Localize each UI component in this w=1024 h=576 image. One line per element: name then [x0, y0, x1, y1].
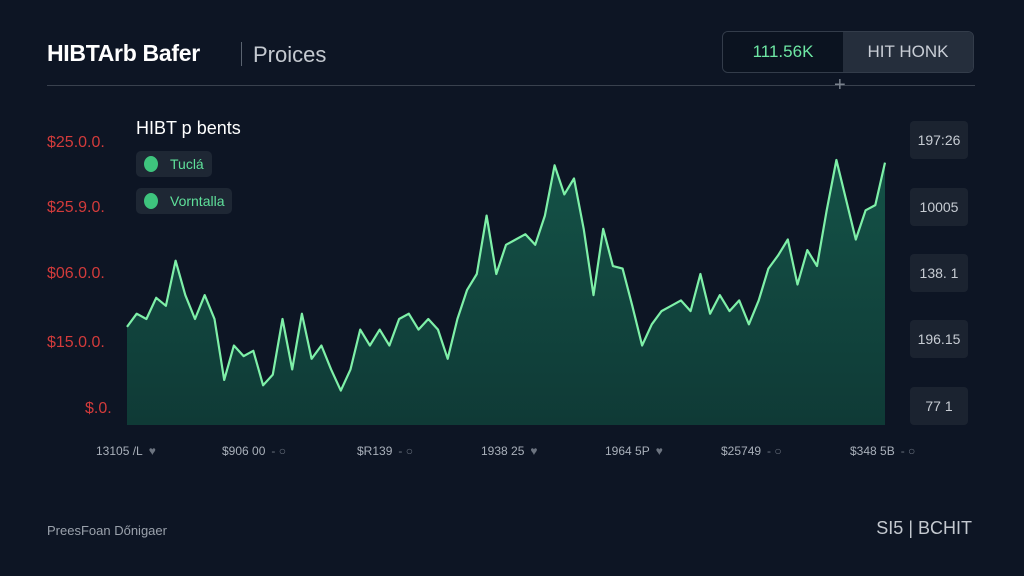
x-tick: 13105 /L ♥: [96, 444, 156, 458]
x-tick-label: 1938 25: [481, 444, 525, 458]
app-title: HIBTArb Bafer: [47, 40, 200, 66]
x-tick-label: $R139: [357, 444, 393, 458]
x-tick: $348 5B - ○: [850, 444, 915, 458]
value-box: 197:26: [910, 121, 968, 159]
circle-icon: - ○: [271, 444, 286, 458]
y-tick-label: $25.9.0.: [47, 199, 105, 216]
legend-item[interactable]: Tuclá: [136, 151, 212, 177]
y-tick-label: $15.0.0.: [47, 334, 105, 351]
x-tick: $R139 - ○: [357, 444, 413, 458]
circle-icon: - ○: [900, 444, 916, 458]
value-box: 196.15: [910, 320, 968, 358]
x-tick: 1938 25 ♥: [481, 444, 538, 458]
y-tick-label: $06.0.0.: [47, 265, 105, 282]
y-tick-label: $25.0.0.: [47, 134, 105, 151]
crosshair-icon: +: [834, 74, 846, 96]
footer-caption: PreesFoan Dőnigaer: [47, 523, 167, 538]
x-tick: $25749 - ○: [721, 444, 782, 458]
heart-icon: ♥: [148, 444, 156, 458]
header-divider: [47, 85, 975, 86]
x-tick-label: $906 00: [222, 444, 266, 458]
heart-icon: ♥: [655, 444, 663, 458]
price-line: [126, 158, 887, 392]
title-divider: [241, 42, 242, 66]
value-box: 77 1: [910, 387, 968, 425]
value-button[interactable]: 111.56K: [723, 32, 843, 72]
x-tick: $906 00 - ○: [222, 444, 286, 458]
chart-title: HIBT p bents: [136, 118, 241, 138]
price-area: [127, 160, 885, 425]
legend-item[interactable]: Vorntalla: [136, 188, 233, 214]
circle-icon: - ○: [398, 444, 413, 458]
legend-label: Tuclá: [170, 156, 204, 172]
x-tick-label: 13105 /L: [96, 444, 143, 458]
legend-label: Vorntalla: [170, 193, 225, 209]
footer-brand: SI5 | BCHIT: [876, 518, 972, 538]
page-subtitle: Proices: [253, 42, 327, 67]
coins-icon: [144, 193, 158, 209]
x-tick-label: 1964 5P: [605, 444, 650, 458]
x-tick-label: $348 5B: [850, 444, 895, 458]
x-tick: 1964 5P ♥: [605, 444, 663, 458]
value-box: 138. 1: [910, 254, 968, 292]
leaf-icon: [144, 156, 158, 172]
circle-icon: - ○: [767, 444, 782, 458]
header-toggle: 111.56K HIT HONK: [722, 31, 974, 73]
x-tick-label: $25749: [721, 444, 762, 458]
value-box: 10005: [910, 188, 968, 226]
heart-icon: ♥: [530, 444, 538, 458]
action-button[interactable]: HIT HONK: [843, 32, 973, 72]
y-tick-label: $.0.: [85, 400, 112, 417]
